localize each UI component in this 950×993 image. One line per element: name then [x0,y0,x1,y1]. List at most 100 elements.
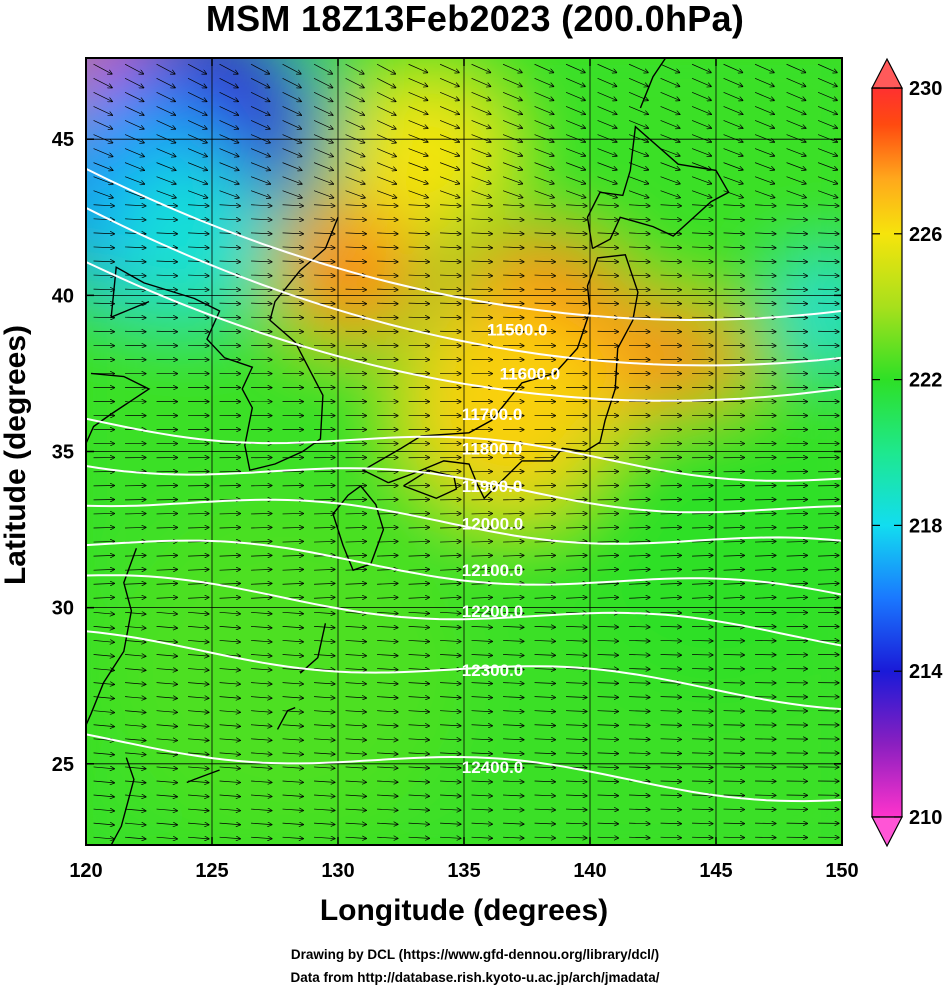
wind-vector [345,583,367,584]
wind-vector [534,753,556,754]
wind-vector [124,148,144,157]
wind-vector [597,120,617,128]
wind-vector [93,711,115,713]
wind-vector [534,711,556,712]
wind-vector [471,261,493,262]
wind-vector [440,233,461,234]
wind-vector [503,781,524,782]
wind-vector [629,513,650,514]
wind-vector [660,134,681,143]
wind-vector [313,63,333,74]
wind-vector [566,725,587,726]
wind-vector [219,513,241,514]
wind-vector [817,190,838,198]
wind-vector [503,654,524,655]
wind-vector [629,275,650,276]
wind-vector [597,669,619,670]
wind-vector [345,205,367,206]
x-tick-label: 120 [69,860,102,882]
wind-vector [534,795,556,796]
wind-vector [282,725,304,726]
wind-vector [692,289,713,290]
wind-vector [471,317,493,318]
wind-vector [629,219,650,220]
wind-vector [219,303,241,304]
wind-vector [597,219,619,220]
wind-vector [93,725,115,727]
wind-vector [440,569,461,570]
wind-vector [376,120,396,129]
wind-vector [125,247,146,248]
wind-vector [597,247,619,248]
wind-vector [219,837,241,839]
wind-vector [534,289,556,290]
wind-vector [377,612,398,613]
wind-vector [125,795,146,797]
wind-vector [723,569,745,570]
wind-vector [156,275,178,276]
wind-vector [314,275,335,276]
contour-label: 12000.0 [462,514,523,533]
wind-vector [377,640,398,641]
wind-vector [251,697,272,699]
wind-vector [345,120,365,129]
wind-vector [566,683,587,684]
wind-vector [250,148,270,157]
wind-vector [125,654,146,656]
wind-vector [692,569,713,570]
wind-vector [408,134,429,143]
wind-vector [660,120,680,128]
wind-vector [691,92,711,100]
wind-vector [188,275,209,276]
wind-vector [503,303,524,304]
wind-vector [282,711,304,712]
wind-vector [566,261,587,262]
wind-vector [156,569,178,570]
wind-vector [723,148,744,157]
wind-vector [471,739,493,740]
wind-vector [629,753,650,754]
wind-vector [93,626,115,628]
wind-vector [786,555,808,556]
wind-vector [534,106,554,114]
wind-vector [691,106,711,114]
wind-vector [471,555,493,556]
wind-vector [377,583,398,584]
wind-vector [251,767,272,769]
wind-vector [502,148,523,157]
wind-vector [440,795,461,796]
wind-vector [124,92,144,101]
wind-vector [503,767,524,768]
wind-vector [660,781,682,782]
wind-vector [219,527,241,528]
wind-vector [440,219,461,220]
contour-label: 11500.0 [487,321,548,340]
wind-vector [629,739,650,740]
wind-vector [251,261,272,262]
wind-vector [408,162,429,170]
wind-vector [250,106,270,115]
wind-vector [345,247,367,248]
wind-vector [471,640,493,641]
wind-vector [408,739,430,740]
wind-vector [408,683,430,684]
wind-vector [786,303,808,304]
wind-vector [93,795,115,797]
wind-vector [565,162,586,170]
wind-vector [124,176,145,184]
wind-vector [93,569,115,570]
contour-label: 12300.0 [462,661,523,680]
wind-vector [93,753,115,755]
height-contour [86,261,842,402]
wind-vector [188,612,209,614]
wind-vector [408,612,430,613]
wind-vector [377,303,398,304]
wind-vector [219,176,240,184]
wind-vector [534,725,556,726]
wind-vector [692,753,713,754]
wind-vector [692,626,713,627]
height-contour [86,539,842,596]
wind-vector [187,162,207,171]
wind-vector [786,134,807,143]
wind-vector [566,697,587,698]
